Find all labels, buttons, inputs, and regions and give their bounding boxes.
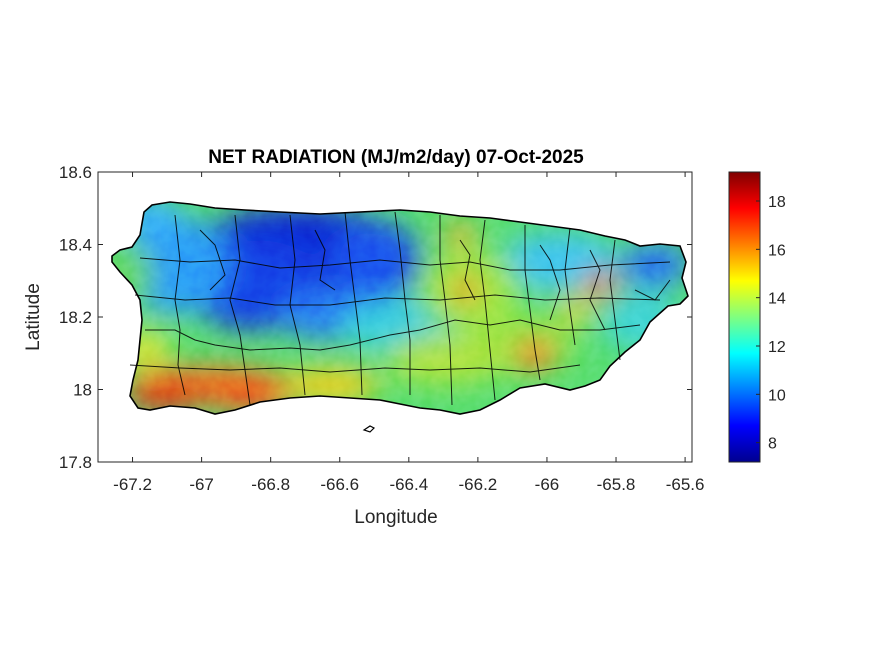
x-axis-label: Longitude [354,507,437,528]
colorbar-tick-label: 10 [768,387,786,404]
colorbar-tick-label: 8 [768,436,777,453]
colorbar-tick-label: 14 [768,291,786,308]
x-tick-label: -66.8 [251,475,290,494]
y-axis-label: Latitude [23,283,44,351]
x-tick-label: -67.2 [113,475,152,494]
y-tick-label: 18.2 [59,308,92,327]
x-tick-label: -66.2 [459,475,498,494]
x-ticks: -67.2 -67 -66.8 -66.6 -66.4 -66.2 -66 -65.8 -65.… [113,172,704,494]
colorbar-tick-label: 16 [768,242,786,259]
island-outline [111,201,689,415]
x-tick-label: -66 [535,475,560,494]
x-tick-label: -67 [189,475,214,494]
colorbar-ticks: 8 10 12 14 16 18 [756,194,786,453]
islet [362,425,376,433]
y-tick-label: 18 [73,381,92,400]
municipality-boundaries [129,211,671,406]
colorbar-tick-label: 12 [768,339,786,356]
y-tick-label: 17.8 [59,453,92,472]
y-tick-label: 18.4 [59,236,92,255]
x-tick-label: -66.6 [320,475,359,494]
colorbar [728,171,761,463]
x-tick-label: -65.6 [666,475,705,494]
y-ticks: 17.8 18 18.2 18.4 18.6 [59,163,692,472]
x-tick-label: -65.8 [597,475,636,494]
colorbar-tick-label: 18 [768,194,786,211]
map-title: NET RADIATION (MJ/m2/day) 07-Oct-2025 [208,147,584,168]
y-tick-label: 18.6 [59,163,92,182]
x-tick-label: -66.4 [389,475,428,494]
